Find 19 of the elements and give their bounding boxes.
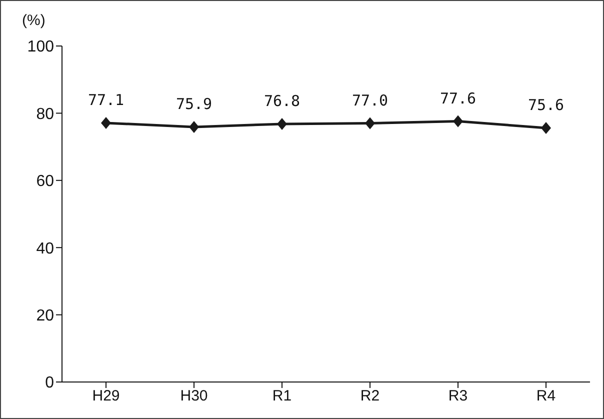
data-label: 75.6 bbox=[528, 96, 564, 114]
data-label: 77.6 bbox=[440, 89, 476, 108]
y-axis-title: (%) bbox=[22, 12, 46, 29]
data-label: 75.9 bbox=[176, 94, 212, 113]
y-tick-label: 40 bbox=[36, 240, 54, 258]
x-tick-label: R3 bbox=[448, 388, 468, 405]
x-tick-label: R2 bbox=[360, 388, 380, 405]
y-tick-label: 0 bbox=[45, 374, 54, 392]
x-tick-label: R1 bbox=[272, 388, 292, 405]
x-tick-label: H29 bbox=[92, 388, 120, 405]
y-tick-label: 80 bbox=[36, 106, 54, 123]
x-tick-label: H30 bbox=[180, 388, 208, 405]
data-label: 76.8 bbox=[264, 92, 300, 110]
y-tick-label: 20 bbox=[36, 307, 54, 324]
y-tick-label: 60 bbox=[36, 173, 54, 190]
x-tick-label: R4 bbox=[536, 388, 556, 405]
data-label: 77.0 bbox=[352, 91, 388, 110]
y-tick-label: 100 bbox=[27, 38, 54, 56]
data-label: 77.1 bbox=[88, 90, 124, 109]
